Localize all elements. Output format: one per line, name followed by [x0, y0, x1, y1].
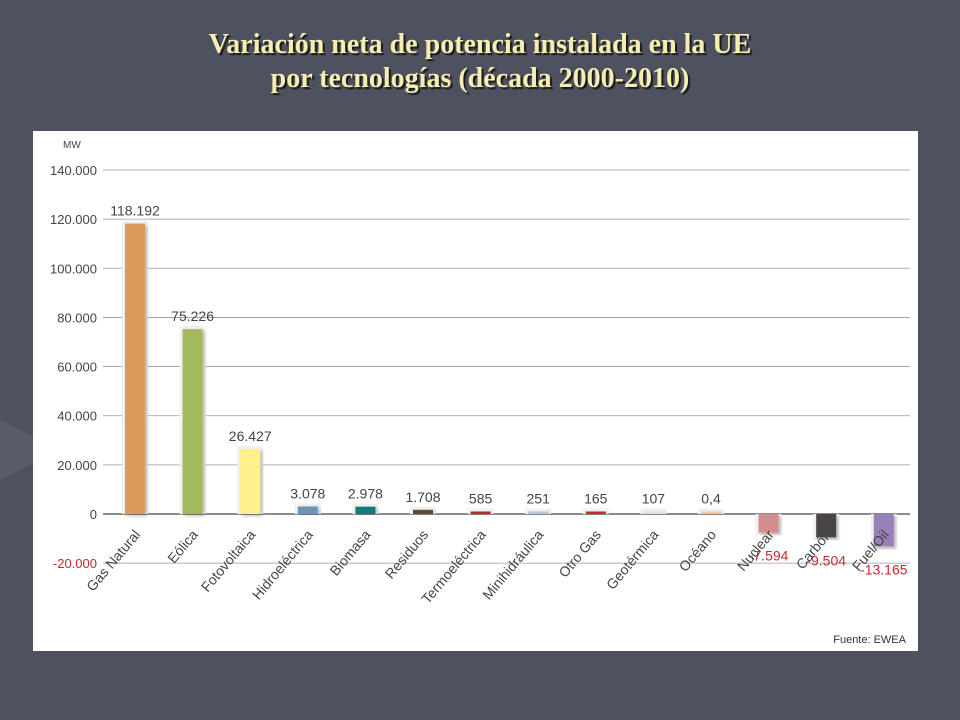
y-tick-label: -20.000: [53, 556, 97, 571]
value-label: 165: [584, 491, 608, 507]
slide-title-line-2: por tecnologías (década 2000-2010): [270, 63, 690, 94]
category-label: Otro Gas: [555, 527, 604, 581]
slide-title: Variación neta de potencia instalada en …: [0, 28, 960, 96]
value-label: 26.427: [229, 428, 272, 444]
value-label: 0,4: [701, 491, 721, 507]
y-axis-unit-label: MW: [63, 140, 81, 151]
value-labels: 118.192 75.226 26.427 3.078 2.978 1.708 585 251…: [110, 203, 908, 578]
bar-chart: MW Fuente: EWEA 140.000 120.000 100.000 80.…: [50, 140, 910, 646]
y-tick-label: 120.000: [50, 212, 97, 227]
y-tick-label: 20.000: [57, 458, 97, 473]
y-tick-label: 40.000: [57, 409, 97, 424]
bar-halo: [640, 508, 667, 514]
category-label: Hidroeléctrica: [249, 526, 316, 602]
category-label: Biomasa: [326, 526, 373, 578]
bar-4: [355, 506, 376, 514]
value-label: 251: [527, 491, 551, 507]
category-labels: Gas Natural EólicaFotovoltaicaHidroeléctr…: [83, 526, 892, 606]
value-label: -13.165: [860, 561, 908, 577]
category-label: Océano: [676, 526, 720, 574]
value-label: 75.226: [171, 308, 214, 324]
bar-10: [701, 511, 721, 514]
y-tick-label: 0: [90, 507, 97, 522]
source-annotation: Fuente: EWEA: [833, 634, 906, 646]
bar-12: [816, 514, 837, 538]
y-axis-ticks: 140.000 120.000 100.000 80.000 60.000 40.000 2…: [50, 163, 97, 571]
bar-11: [758, 514, 779, 533]
y-tick-label: 100.000: [50, 261, 97, 276]
value-label: 118.192: [110, 203, 160, 219]
category-label: Minihidráulica: [479, 526, 546, 602]
value-label: -9.504: [806, 552, 846, 568]
y-tick-label: 60.000: [57, 360, 97, 375]
bar-halo: [582, 508, 609, 514]
bar-0: [125, 223, 145, 514]
category-label: Fotovoltaica: [198, 526, 259, 594]
bar-9: [643, 511, 664, 514]
category-label: Eólica: [164, 526, 201, 566]
value-label: 585: [469, 491, 493, 507]
value-label: 3.078: [290, 485, 325, 501]
bar-halo: [467, 508, 494, 514]
gridlines: [103, 169, 910, 564]
y-tick-label: 80.000: [57, 310, 97, 325]
value-label: 2.978: [348, 486, 383, 502]
category-label: Geotérmica: [603, 526, 662, 592]
bar-1: [182, 329, 203, 514]
bar-7: [528, 511, 549, 514]
bar-2: [240, 449, 261, 514]
y-tick-label: 140.000: [50, 163, 97, 178]
bar-halo: [698, 508, 724, 514]
category-label: Residuos: [382, 527, 432, 582]
slide-title-line-1: Variación neta de potencia instalada en …: [208, 29, 752, 60]
bar-3: [297, 506, 318, 514]
bar-13: [873, 514, 894, 547]
value-label: -7.594: [749, 548, 789, 564]
bar-5: [413, 509, 433, 514]
chart-panel: MW Fuente: EWEA 140.000 120.000 100.000 80.…: [33, 131, 918, 651]
value-label: 1.708: [405, 489, 440, 505]
value-label: 107: [642, 491, 666, 507]
bars: [122, 220, 897, 550]
bar-8: [585, 511, 606, 514]
bar-6: [470, 511, 491, 514]
bar-halo: [525, 508, 552, 514]
